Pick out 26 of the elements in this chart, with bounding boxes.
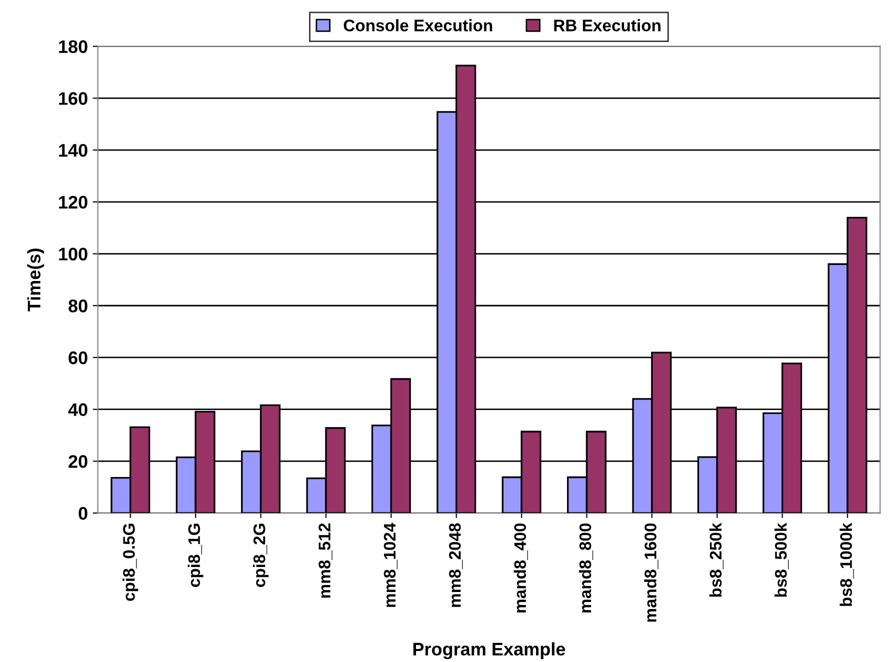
y-tick-label: 100 (59, 248, 88, 260)
legend-label: Console Execution (344, 19, 492, 32)
y-tick-label: 160 (59, 92, 88, 105)
x-tick-label: bs8_250k (709, 522, 724, 597)
legend-label: RB Execution (554, 19, 660, 32)
x-tick-label: cpi8_0.5G (122, 524, 138, 601)
x-tick-label: mm8_1024 (384, 522, 398, 607)
x-tick-label: mand8_1600 (644, 523, 658, 622)
x-tick-label: mand8_800 (578, 523, 594, 612)
y-tick-label: 0 (78, 506, 88, 520)
x-tick-label: mm8_512 (318, 523, 332, 598)
y-tick-label: 180 (59, 40, 88, 54)
y-tick-label: 140 (59, 144, 88, 157)
y-tick-label: 20 (68, 455, 88, 468)
x-tick-label: cpi8_2G (253, 524, 269, 587)
y-tick-label: 60 (68, 351, 88, 364)
x-tick-label: bs8_500k (774, 522, 789, 597)
x-tick-label: mm8_2048 (449, 523, 463, 607)
y-tick-label: 80 (68, 300, 88, 312)
y-tick-label: 40 (68, 403, 88, 416)
y-tick-label: 120 (59, 196, 88, 209)
x-tick-label: cpi8_1G (188, 524, 204, 587)
y-axis-title: Time(s) (27, 248, 44, 312)
x-tick-label: mand8_400 (514, 523, 528, 612)
x-axis-title: Program Example (413, 642, 566, 660)
x-tick-label: bs8_1000k (840, 522, 854, 606)
